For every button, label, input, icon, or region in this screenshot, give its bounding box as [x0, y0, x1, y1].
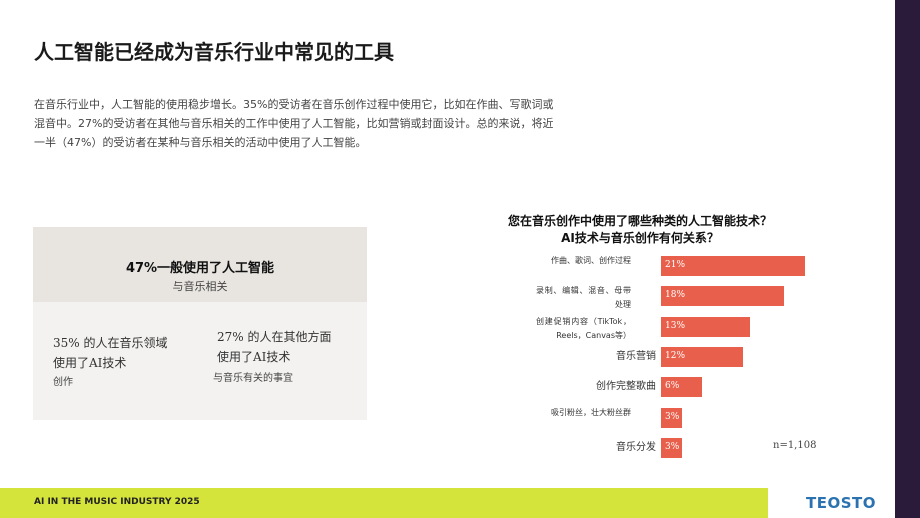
headline: 47%一般使用了人工智能 [125, 261, 275, 276]
value-label: 3% [665, 411, 680, 422]
bar [661, 286, 785, 307]
value-label: 12% [665, 350, 686, 361]
headline-sub: 与音乐相关 [172, 280, 228, 293]
value-label: 18% [665, 290, 686, 301]
sample-note: n=1,108 [773, 440, 817, 451]
slide-title: 人工智能已经成为音乐行业中常见的工具 [34, 40, 394, 64]
side-strip [895, 0, 920, 518]
value-label: 3% [665, 441, 680, 452]
category-label: 吸引粉丝，壮大粉丝群 [551, 407, 631, 417]
category-label: 音乐分发 [616, 441, 656, 453]
bar [661, 316, 751, 337]
left-sub: 创作 [53, 377, 73, 388]
value-label: 6% [665, 381, 680, 392]
paragraph: 在音乐行业中，人工智能的使用稳步增长。35%的受访者在音乐创作过程中使用它，比如… [34, 98, 554, 149]
left-stat: 35% 的人在音乐领域使用了AI技术 [53, 336, 168, 370]
right-sub: 与音乐有关的事宜 [213, 373, 293, 384]
footer-text: AI IN THE MUSIC INDUSTRY 2025 [34, 497, 200, 507]
value-label: 13% [665, 320, 686, 331]
summary-header [33, 227, 367, 302]
bar [661, 346, 744, 367]
summary-box: 47%一般使用了人工智能 与音乐相关 35% 的人在音乐领域使用了AI技术 创作… [33, 227, 367, 420]
value-label: 21% [665, 260, 686, 270]
logo: TEOSTO [806, 494, 877, 512]
category-label: 创作完整歌曲 [596, 381, 656, 393]
category-label: 创建促销内容（TikTok，Reels，Canvas等） [536, 316, 631, 340]
bar [661, 407, 682, 428]
right-stat: 27% 的人在其他方面使用了AI技术 [217, 330, 332, 364]
bar [661, 377, 703, 398]
category-label: 音乐营销 [616, 350, 656, 362]
category-label: 录制、编辑、混音、母带处理 [536, 286, 631, 310]
footer-band [0, 488, 768, 518]
category-label: 作曲、歌词、创作过程 [551, 256, 631, 265]
bar [661, 256, 805, 276]
chart-title: 您在音乐创作中使用了哪些种类的人工智能技术？ AI技术与音乐创作有何关系？ [507, 214, 772, 245]
bar [661, 437, 682, 458]
